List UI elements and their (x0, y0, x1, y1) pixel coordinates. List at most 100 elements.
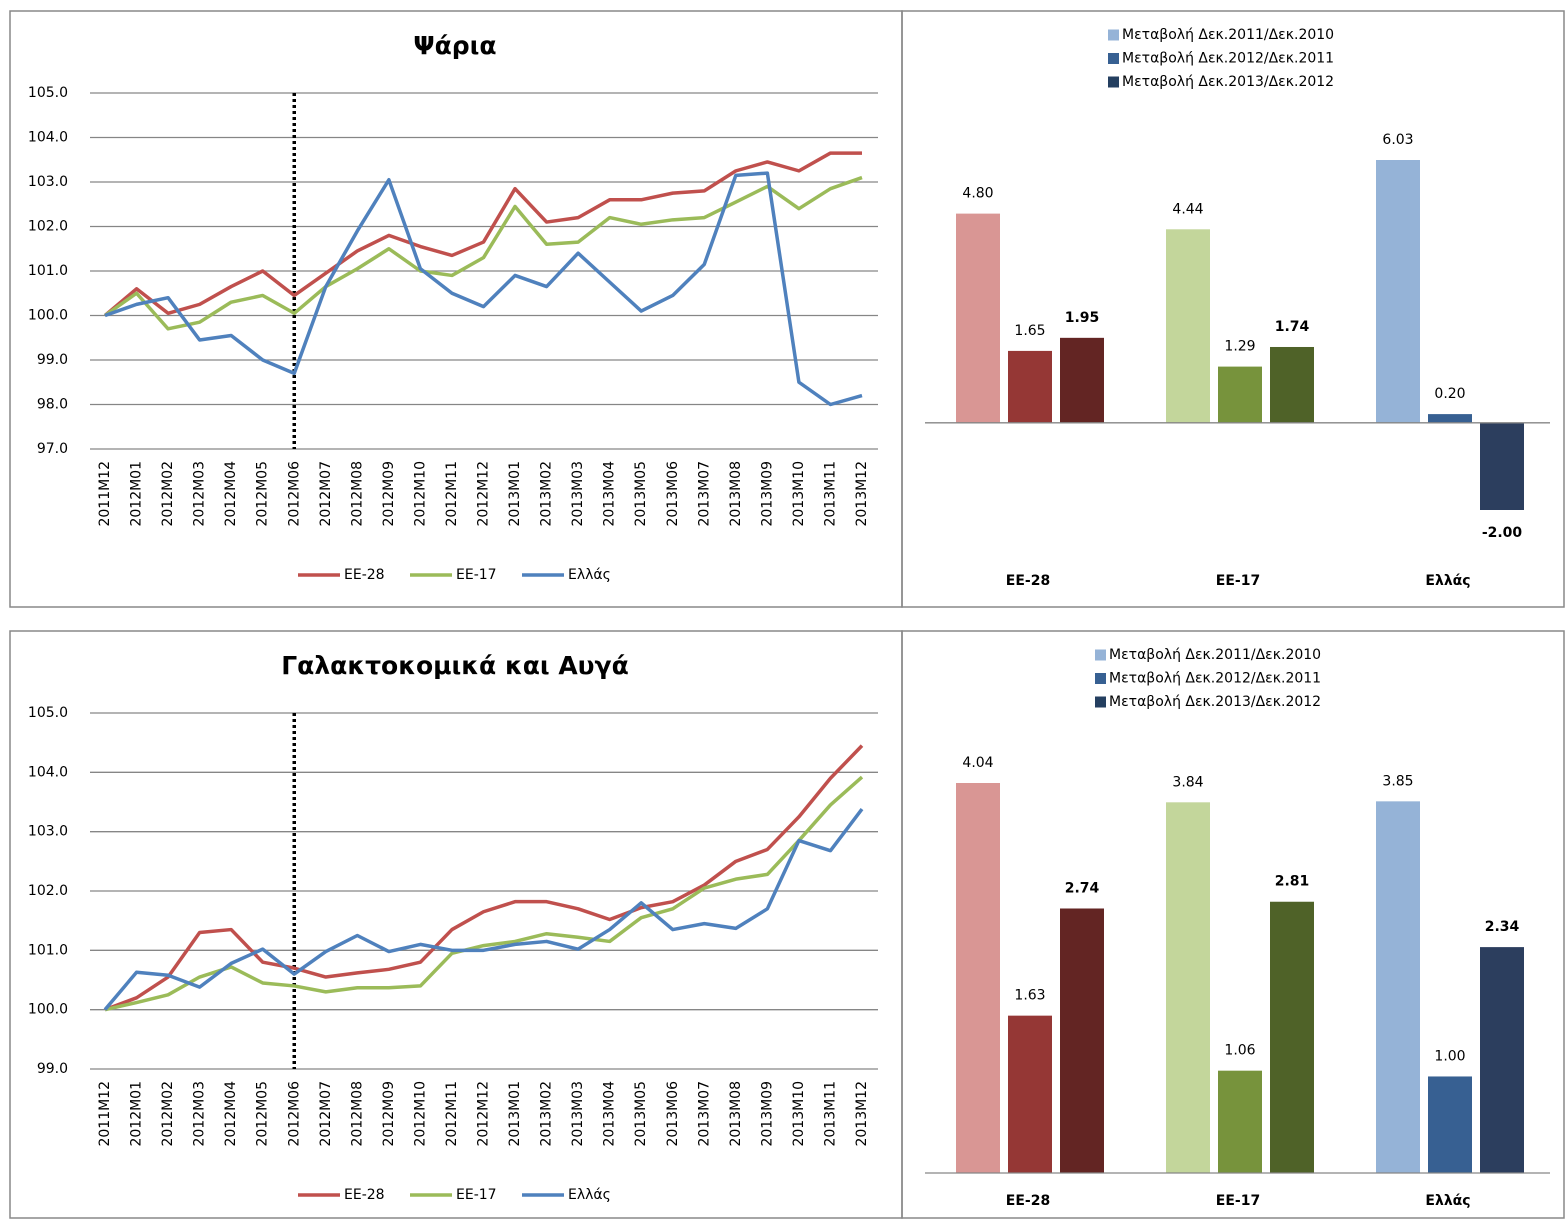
x-tick-label: 2012M08 (349, 461, 365, 527)
data-label: 4.04 (962, 755, 993, 771)
data-line (104, 775, 864, 1012)
x-tick-label: ΕΕ-28 (1006, 573, 1050, 589)
bar (956, 783, 1000, 1173)
x-tick-label: 2012M12 (476, 1081, 492, 1147)
data-label: -2.00 (1482, 525, 1523, 541)
legend-label: Μεταβολή Δεκ.2011/Δεκ.2010 (1109, 647, 1321, 663)
bar (1060, 908, 1104, 1173)
y-tick-label: 104.0 (28, 130, 68, 146)
bar (1008, 350, 1052, 423)
x-tick-label: 2013M11 (822, 1081, 838, 1147)
data-label: 1.63 (1014, 988, 1045, 1004)
y-tick-label: 101.0 (28, 942, 68, 958)
y-tick-label: 100.0 (28, 1002, 68, 1018)
x-tick-label: 2013M12 (854, 1081, 870, 1147)
bar (1218, 366, 1262, 423)
x-tick-label: 2013M06 (665, 461, 681, 527)
x-tick-label: 2013M04 (602, 461, 618, 527)
x-tick-label: 2012M07 (318, 461, 334, 527)
data-label: 2.34 (1485, 919, 1520, 935)
x-tick-label: 2013M07 (696, 461, 712, 527)
bar (1428, 1076, 1472, 1173)
bar (1270, 346, 1314, 423)
x-tick-label: 2012M09 (381, 461, 397, 527)
legend-swatch (1095, 673, 1106, 684)
legend-swatch (1108, 29, 1119, 41)
y-tick-label: 105.0 (28, 85, 68, 101)
panel-border (901, 630, 1565, 1219)
legend-label: Μεταβολή Δεκ.2012/Δεκ.2011 (1109, 671, 1321, 687)
x-tick-label: 2012M10 (412, 461, 428, 527)
data-label: 1.29 (1224, 339, 1255, 355)
legend-label: Μεταβολή Δεκ.2012/Δεκ.2011 (1122, 51, 1334, 67)
x-tick-label: 2013M03 (570, 461, 586, 527)
legend-swatch (1108, 76, 1119, 88)
bar (1166, 802, 1210, 1173)
x-tick-label: 2012M11 (444, 1081, 460, 1147)
x-tick-label: 2013M11 (822, 461, 838, 527)
data-label: 4.44 (1172, 201, 1203, 217)
x-tick-label: 2012M01 (129, 1081, 145, 1147)
bar (1428, 414, 1472, 423)
x-tick-label: ΕΕ-17 (1216, 573, 1260, 589)
x-tick-label: 2013M02 (539, 461, 555, 527)
y-tick-label: 100.0 (28, 308, 68, 324)
x-tick-label: ΕΕ-28 (1006, 1193, 1050, 1209)
data-label: 2.81 (1275, 874, 1310, 890)
y-tick-label: 99.0 (37, 1061, 68, 1077)
x-tick-label: 2013M08 (728, 1081, 744, 1147)
x-tick-label: 2012M06 (286, 461, 302, 527)
data-label: 1.06 (1224, 1043, 1255, 1059)
data-label: 1.00 (1434, 1048, 1465, 1064)
x-tick-label: 2012M09 (381, 1081, 397, 1147)
chart-title: Ψάρια (413, 31, 496, 60)
data-line (103, 151, 862, 317)
data-label: 1.74 (1275, 319, 1310, 335)
legend-label: ΕΕ-17 (456, 567, 497, 583)
bar (1166, 229, 1210, 423)
bar (1008, 1015, 1052, 1173)
x-tick-label: 2013M09 (759, 1081, 775, 1147)
x-tick-label: 2013M12 (854, 461, 870, 527)
x-tick-label: 2013M09 (759, 461, 775, 527)
data-label: 2.74 (1065, 880, 1100, 896)
chart-title: Γαλακτοκομικά και Αυγά (281, 651, 629, 680)
y-tick-label: 103.0 (28, 824, 68, 840)
x-tick-label: 2012M10 (412, 1081, 428, 1147)
bar (1480, 947, 1524, 1173)
x-tick-label: 2012M01 (129, 461, 145, 527)
y-tick-label: 101.0 (28, 263, 68, 279)
x-tick-label: 2012M04 (223, 1081, 239, 1147)
data-line (104, 744, 864, 1012)
x-tick-label: 2013M04 (602, 1081, 618, 1147)
data-label: 1.95 (1065, 310, 1100, 326)
legend-label: Μεταβολή Δεκ.2013/Δεκ.2012 (1109, 694, 1321, 710)
x-tick-label: 2012M11 (444, 461, 460, 527)
data-label: 3.85 (1382, 773, 1413, 789)
x-tick-label: 2013M01 (507, 1081, 523, 1147)
x-tick-label: Ελλάς (1425, 573, 1470, 589)
data-line (104, 171, 863, 407)
x-tick-label: 2013M02 (539, 1081, 555, 1147)
legend-label: Μεταβολή Δεκ.2011/Δεκ.2010 (1122, 27, 1334, 43)
data-label: 0.20 (1434, 386, 1465, 402)
x-tick-label: 2011M12 (97, 1081, 113, 1147)
y-tick-label: 99.0 (37, 352, 68, 368)
y-tick-label: 97.0 (37, 441, 68, 457)
legend-swatch (1108, 53, 1119, 64)
x-tick-label: ΕΕ-17 (1216, 1193, 1260, 1209)
bar (1270, 901, 1314, 1173)
y-tick-label: 98.0 (37, 397, 68, 413)
y-tick-label: 104.0 (28, 764, 68, 780)
legend-swatch (1095, 649, 1106, 661)
y-tick-label: 102.0 (28, 219, 68, 235)
data-line (103, 175, 863, 331)
x-tick-label: 2013M06 (665, 1081, 681, 1147)
data-label: 6.03 (1382, 132, 1413, 148)
bar (1376, 160, 1420, 423)
x-tick-label: 2013M10 (791, 461, 807, 527)
x-tick-label: 2013M07 (696, 1081, 712, 1147)
x-tick-label: 2013M08 (728, 461, 744, 527)
x-tick-label: 2011M12 (97, 461, 113, 527)
